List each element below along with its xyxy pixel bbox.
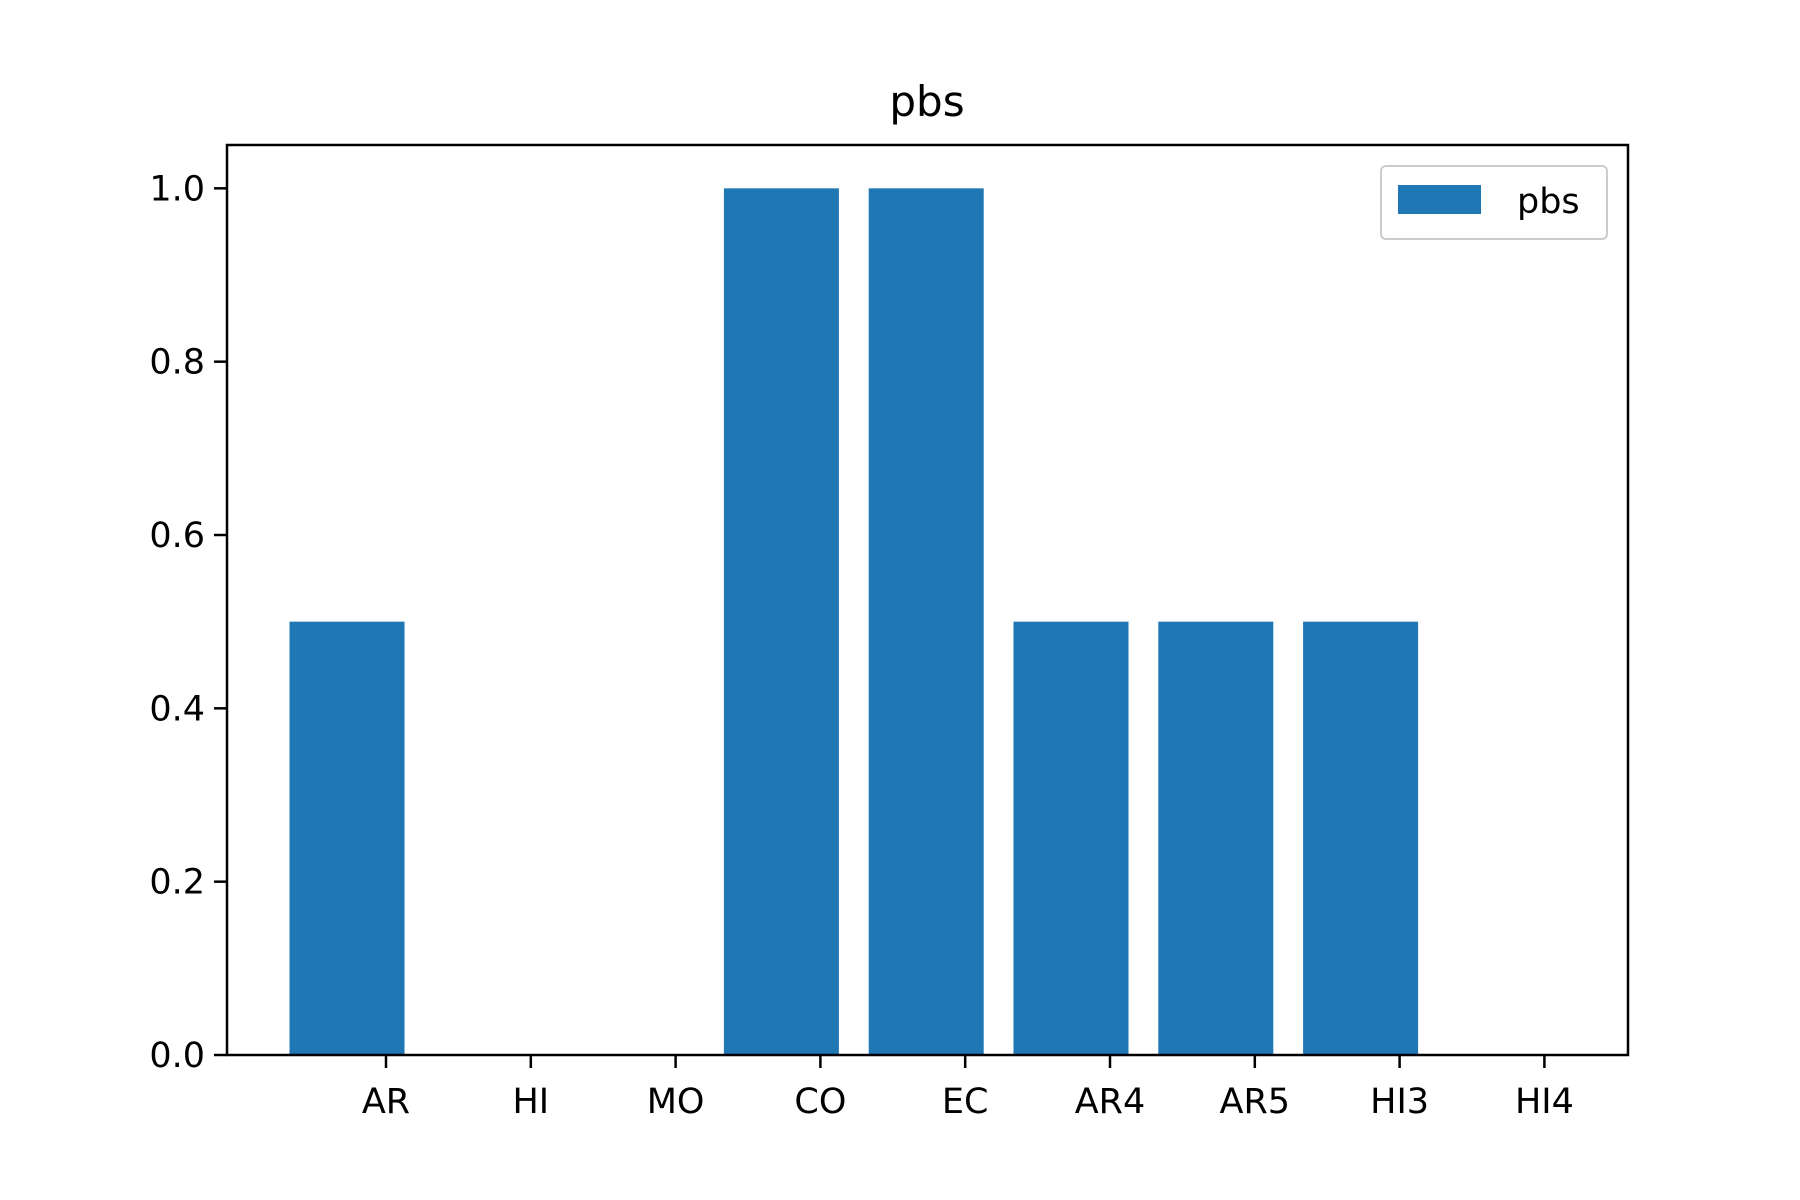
x-tick-label-hi4: HI4: [1515, 1082, 1574, 1122]
legend-box: [1380, 165, 1608, 240]
bars-group: [289, 188, 1419, 1055]
y-tick-label: 1.0: [149, 169, 205, 209]
chart-title: pbs: [889, 77, 964, 126]
x-tick-label-ar: AR: [362, 1082, 410, 1122]
x-tick-label-co: CO: [794, 1082, 846, 1122]
bar-co: [723, 188, 839, 1055]
x-axis: AR HI MO CO EC AR4 AR5 HI3 HI4: [362, 1055, 1574, 1122]
bar-hi3: [1303, 621, 1419, 1055]
y-tick-label: 0.0: [149, 1036, 205, 1076]
x-tick-label-hi: HI: [512, 1082, 549, 1122]
legend: pbs: [1380, 165, 1608, 240]
x-tick-label-ec: EC: [942, 1082, 989, 1122]
bar-ar: [289, 621, 405, 1055]
x-tick-label-ar5: AR5: [1220, 1082, 1291, 1122]
bar-ar4: [1013, 621, 1129, 1055]
y-tick-label: 0.8: [149, 343, 205, 383]
plot-frame: [225, 143, 1630, 1057]
x-tick-label-ar4: AR4: [1075, 1082, 1146, 1122]
bar-ar5: [1158, 621, 1274, 1055]
x-tick-label-mo: MO: [647, 1082, 705, 1122]
y-tick-label: 0.6: [149, 516, 205, 556]
y-tick-label: 0.4: [149, 689, 205, 729]
legend-label: pbs: [1517, 182, 1580, 222]
x-tick-label-hi3: HI3: [1370, 1082, 1429, 1122]
bar-ec: [868, 188, 984, 1055]
y-tick-label: 0.2: [149, 863, 205, 903]
y-axis: 0.0 0.2 0.4 0.6 0.8 1.0: [149, 169, 227, 1076]
legend-swatch: [1398, 185, 1481, 214]
